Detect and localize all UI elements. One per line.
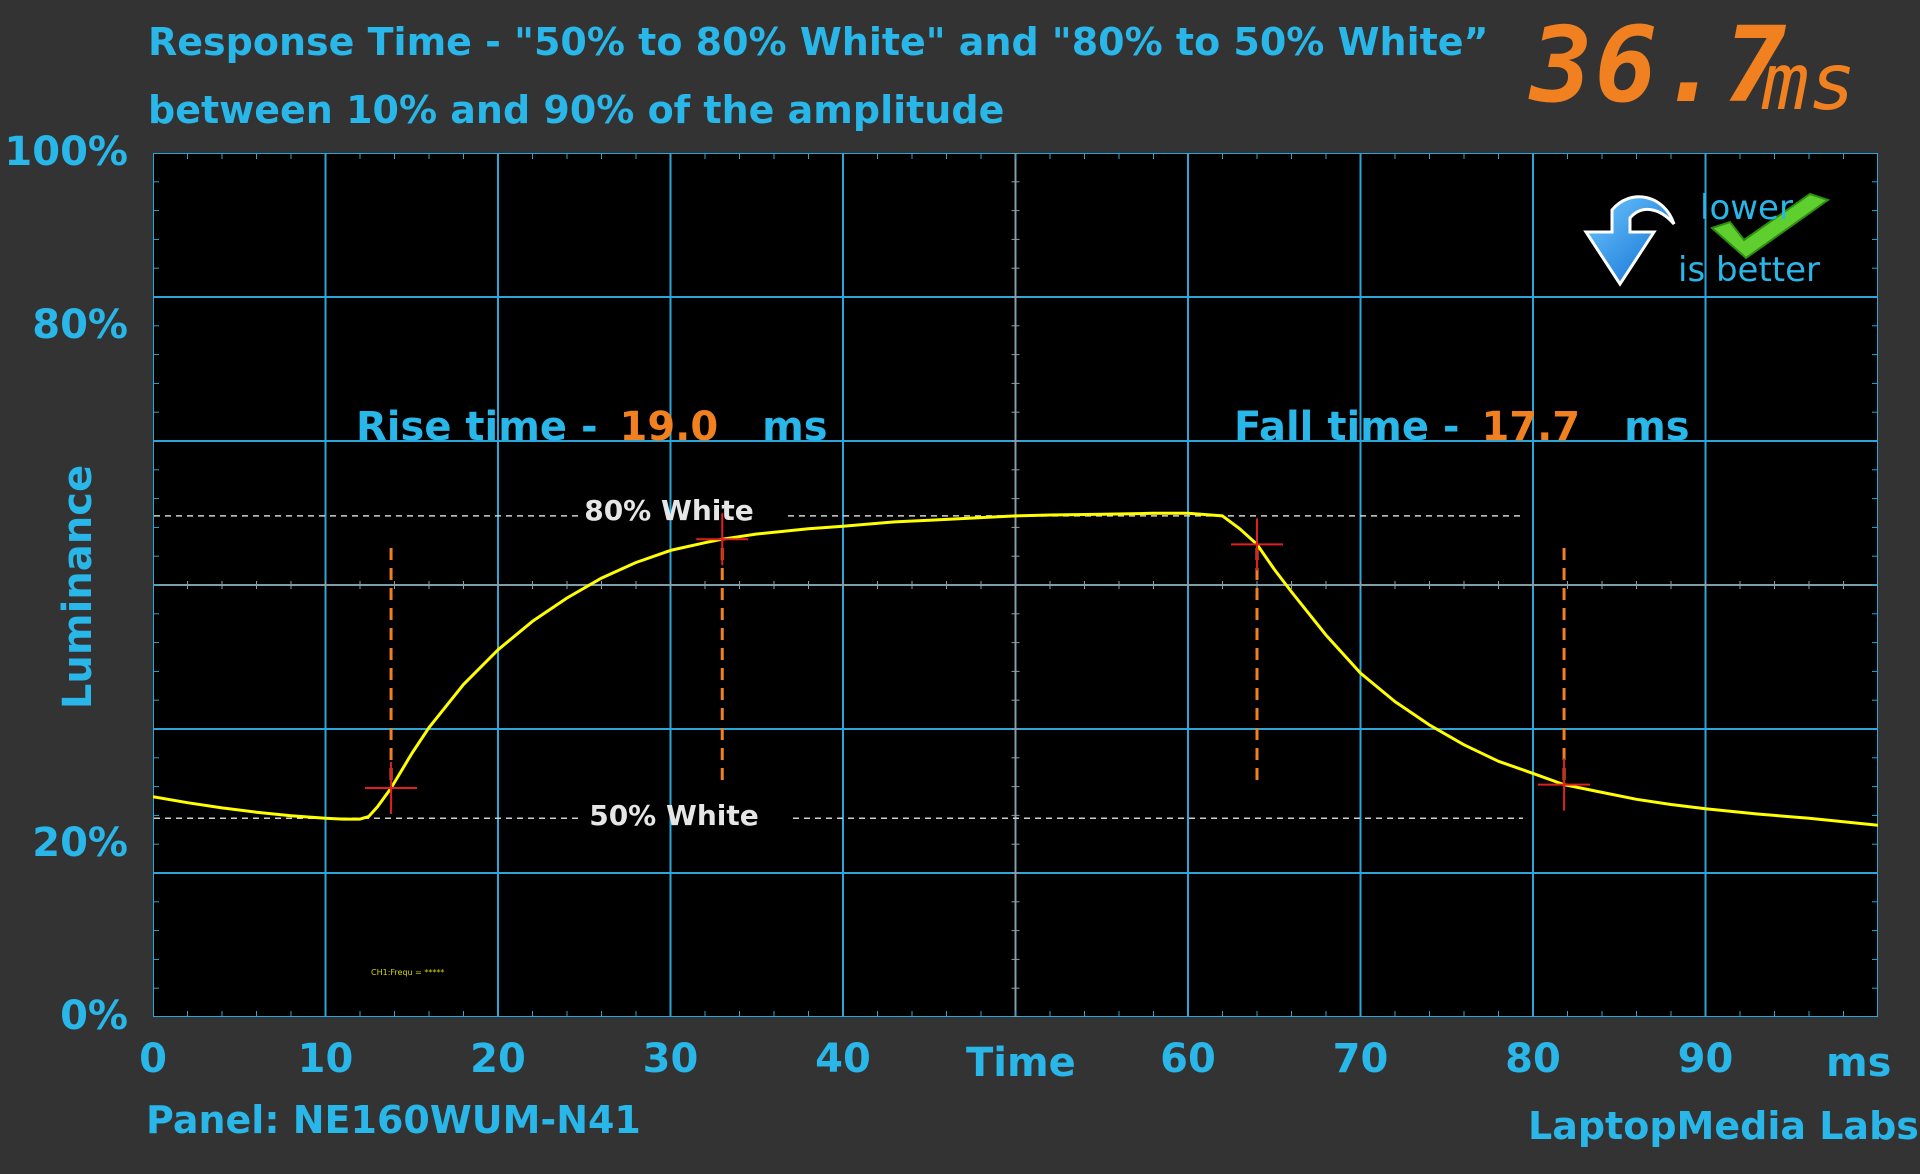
- fall-time-readout: Fall time - 17.7 ms: [1234, 404, 1690, 450]
- x-tick-label: 90: [1677, 1036, 1734, 1082]
- x-axis-title: Time: [966, 1040, 1076, 1086]
- rise-time-unit: ms: [762, 404, 828, 450]
- x-tick-label: 10: [297, 1036, 354, 1082]
- x-tick-label: 40: [815, 1036, 871, 1082]
- y-tick-label: 0%: [60, 993, 128, 1039]
- grid: [153, 153, 1878, 1017]
- luminance-series-line: [153, 511, 1878, 827]
- channel-annotation: CH1:Frequ = *****: [371, 968, 445, 977]
- fall-time-unit: ms: [1624, 404, 1690, 450]
- chart-title-line2: between 10% and 90% of the amplitude: [148, 88, 1005, 132]
- rise-time-value: 19.0: [619, 404, 719, 450]
- y-tick-label: 20%: [32, 820, 128, 867]
- x-tick-label: 80: [1505, 1036, 1561, 1082]
- badge-is-better: is better: [1678, 250, 1821, 290]
- fall-time-label: Fall time -: [1234, 404, 1460, 450]
- x-tick-label: 20: [470, 1036, 526, 1082]
- y-axis-title: Luminance: [55, 464, 101, 710]
- checkmark-icon: [1710, 192, 1830, 260]
- x-tick-label: 30: [642, 1036, 699, 1082]
- fall-time-value: 17.7: [1481, 404, 1581, 450]
- timing-markers: [365, 513, 1591, 815]
- x-axis-unit: ms: [1826, 1040, 1892, 1086]
- y-tick-label: 100%: [4, 129, 128, 175]
- total-response-value: 36.7: [1530, 4, 1789, 126]
- response-time-plot: [153, 153, 1878, 1017]
- y-tick-label: 80%: [32, 301, 128, 348]
- panel-model: Panel: NE160WUM-N41: [146, 1098, 641, 1142]
- rise-time-readout: Rise time - 19.0 ms: [356, 404, 828, 450]
- x-tick-label: 70: [1332, 1036, 1389, 1082]
- ref-label-80-white: 80% White: [584, 494, 754, 527]
- chart-title-line1: Response Time - "50% to 80% White" and "…: [148, 20, 1489, 64]
- x-tick-label: 0: [139, 1036, 167, 1082]
- total-response-unit: ms: [1762, 38, 1856, 128]
- badge-lower: lower: [1700, 188, 1793, 228]
- x-tick-label: 60: [1160, 1036, 1216, 1082]
- luminance-trace: [153, 511, 1878, 827]
- brand-label: LaptopMedia Labs: [1528, 1104, 1919, 1148]
- curved-down-arrow-icon: [1583, 195, 1676, 287]
- rise-time-label: Rise time -: [356, 404, 598, 450]
- ref-label-50-white: 50% White: [589, 799, 759, 832]
